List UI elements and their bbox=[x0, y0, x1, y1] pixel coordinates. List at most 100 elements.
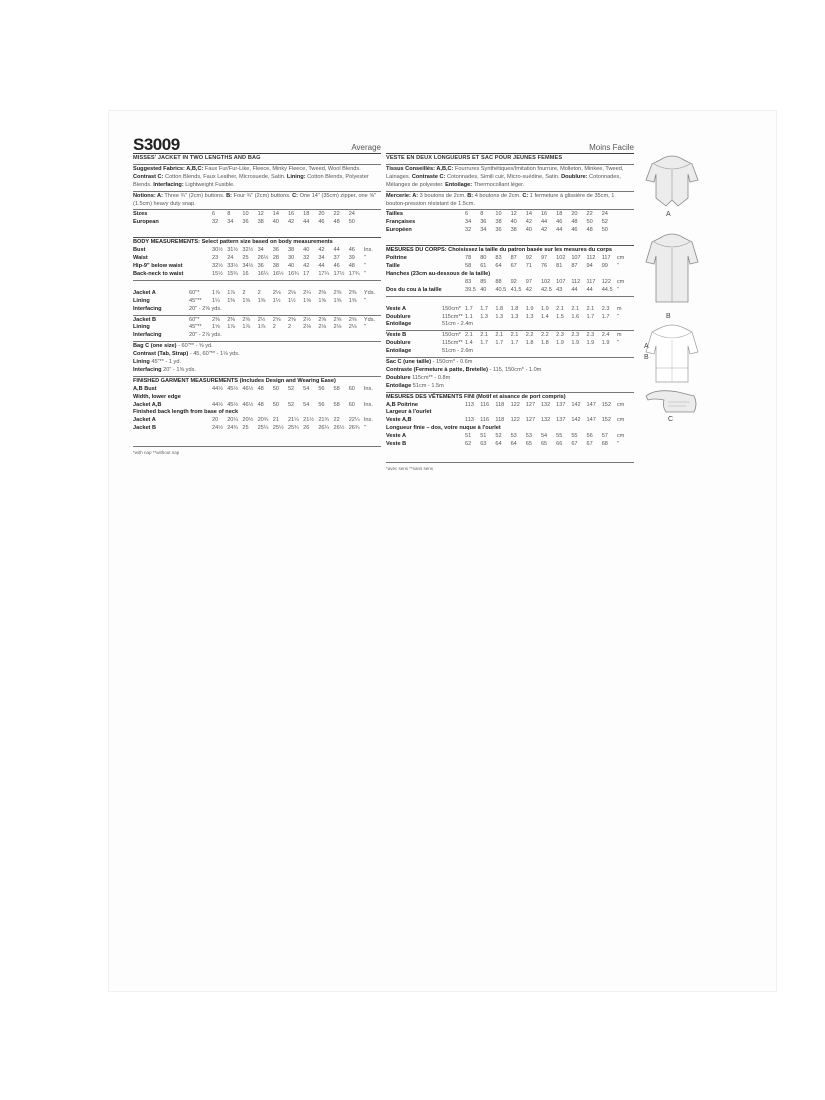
size-value: 137 bbox=[556, 401, 566, 408]
size-value: 1.3 bbox=[480, 313, 488, 320]
text: Four ¾" (2cm) buttons. bbox=[231, 192, 293, 199]
bold-label: Contrast (Tab, Strap) bbox=[133, 351, 189, 358]
size-value: 6 bbox=[465, 211, 469, 218]
size-value: 38 bbox=[272, 262, 279, 269]
size-value: 15½ bbox=[212, 270, 223, 277]
size-value: 44½ bbox=[212, 385, 223, 392]
text: - 45, 60"** - 1⅛ yds. bbox=[188, 351, 240, 358]
finished-measurements-table: A,B Poitrine 113 116 118 122 127 132 137 142 147 1… bbox=[386, 402, 634, 449]
size-value: 99 bbox=[601, 262, 608, 269]
finished-measurements-block: MESURES DES VÊTEMENTS FINI (Motif et ais… bbox=[386, 393, 634, 450]
jacket-a-table: Veste A 150cm* 1.7 1.7 1.8 1.8 1.9 1.9 2.1 2.1 2.1… bbox=[386, 306, 634, 330]
size-value: 67 bbox=[586, 441, 593, 448]
style-number: S3009 bbox=[133, 135, 180, 154]
size-value: 21½ bbox=[303, 417, 315, 424]
row-label: Interfacing bbox=[133, 305, 162, 312]
size-value: 2.1 bbox=[465, 332, 473, 339]
size-value: 41.5 bbox=[510, 286, 522, 293]
unit: " bbox=[363, 255, 366, 262]
size-value: 32 bbox=[465, 227, 472, 234]
unit: Yds. bbox=[363, 289, 376, 296]
size-value: 38 bbox=[510, 227, 517, 234]
size-value: 12 bbox=[510, 211, 517, 218]
size-value: 107 bbox=[556, 278, 566, 285]
size-value: 2.4 bbox=[601, 332, 610, 339]
row-label: Jacket A,B bbox=[133, 401, 162, 408]
size-value: 23 bbox=[212, 255, 219, 262]
row-value: 51cm - 2.4m bbox=[442, 321, 474, 328]
bold-label: Bag C (one size) bbox=[133, 343, 177, 350]
size-value: 60 bbox=[348, 401, 355, 408]
size-value: 38 bbox=[257, 219, 264, 226]
pattern-title: VESTE EN DEUX LONGUEURS ET SAC POUR JEUN… bbox=[386, 154, 634, 165]
text: Cotton Blends, Faux Leather, Microsuede,… bbox=[163, 173, 287, 180]
size-value: 132 bbox=[540, 417, 551, 424]
size-value: 71 bbox=[525, 262, 532, 269]
size-value: 1.7 bbox=[480, 340, 488, 347]
size-value: 64 bbox=[510, 441, 517, 448]
size-value: 122 bbox=[510, 417, 520, 424]
row-label bbox=[386, 279, 465, 287]
size-value: 34 bbox=[257, 247, 264, 254]
row-label: Entoilage bbox=[386, 321, 412, 328]
size-value: 64 bbox=[495, 262, 502, 269]
row-label: Interfacing bbox=[133, 332, 162, 339]
size-value: 51 bbox=[480, 433, 487, 440]
size-value: 1⅝ bbox=[212, 324, 220, 331]
size-value: 25 bbox=[242, 425, 249, 432]
size-value: 102 bbox=[540, 278, 551, 285]
size-value: 34 bbox=[227, 219, 234, 226]
unit: " bbox=[616, 313, 619, 320]
size-value: 2⅜ bbox=[348, 289, 357, 296]
size-value: 63 bbox=[480, 441, 487, 448]
size-value: 2¼ bbox=[303, 289, 311, 296]
size-value: 118 bbox=[495, 417, 505, 424]
size-value: 1.9 bbox=[601, 340, 610, 347]
size-value: 42 bbox=[525, 219, 532, 226]
fabrics-block: Tissus Conseillés: A,B,C: Fourrures Synt… bbox=[386, 165, 634, 192]
finished-header: FINISHED GARMENT MEASUREMENTS (Includes … bbox=[133, 377, 336, 384]
size-value: 48 bbox=[571, 219, 578, 226]
size-value: 52 bbox=[287, 385, 295, 392]
size-value: 87 bbox=[571, 262, 578, 269]
unit bbox=[617, 227, 634, 235]
size-value: 44 bbox=[540, 219, 548, 226]
size-value: 53 bbox=[525, 433, 532, 440]
size-value: 21¼ bbox=[287, 417, 299, 424]
fabrics-block: Suggested Fabrics: A,B,C: Faux Fur/Fur-L… bbox=[133, 165, 381, 192]
size-value: 1.8 bbox=[510, 305, 519, 312]
size-value: 2⅝ bbox=[272, 316, 281, 323]
text: Three ¾" (2cm) buttons. bbox=[162, 192, 227, 199]
size-value: 2⅜ bbox=[318, 289, 327, 296]
row-heading: Largeur à l'ourlet bbox=[386, 409, 432, 416]
size-value: 40 bbox=[272, 219, 279, 226]
size-value: 8 bbox=[480, 211, 484, 218]
body-measurements-table: Poitrine 78 80 83 87 92 97 102 107 112 117 cm Taille… bbox=[386, 255, 634, 295]
unit: Ins. bbox=[363, 247, 373, 254]
size-value: 30 bbox=[287, 255, 295, 262]
size-value: 44 bbox=[303, 219, 310, 226]
size-value: 28 bbox=[272, 255, 279, 262]
bold-label: Notions: A: bbox=[133, 192, 163, 199]
size-value: 83 bbox=[465, 278, 472, 285]
size-value: 20½ bbox=[242, 417, 254, 424]
unit: Ins. bbox=[363, 401, 373, 408]
size-value: 2.3 bbox=[601, 305, 610, 312]
size-value: 1⅞ bbox=[257, 324, 266, 331]
bold-label: Contraste (Fermeture à patte, Bretelle) bbox=[386, 366, 488, 373]
unit: " bbox=[363, 324, 366, 331]
size-value: 52 bbox=[495, 433, 502, 440]
size-value: 2.1 bbox=[586, 305, 595, 312]
size-value: 44 bbox=[318, 262, 325, 269]
size-value: 1.7 bbox=[495, 340, 504, 347]
bold-label: C: bbox=[522, 192, 529, 199]
text: 20" - 1⅝ yds. bbox=[161, 366, 196, 373]
size-value: 2 bbox=[287, 324, 292, 331]
size-value: 1⅞ bbox=[227, 289, 235, 296]
size-value: 2⅝ bbox=[348, 316, 357, 323]
bag-line: Bag C (one size) - 60"** - ⅝ yd. bbox=[133, 343, 381, 351]
size-value: 152 bbox=[601, 417, 612, 424]
size-value: 127 bbox=[525, 417, 536, 424]
english-column: S3009 Average MISSES' JACKET IN TWO LENGTH… bbox=[133, 135, 381, 457]
size-value: 46 bbox=[571, 227, 578, 234]
